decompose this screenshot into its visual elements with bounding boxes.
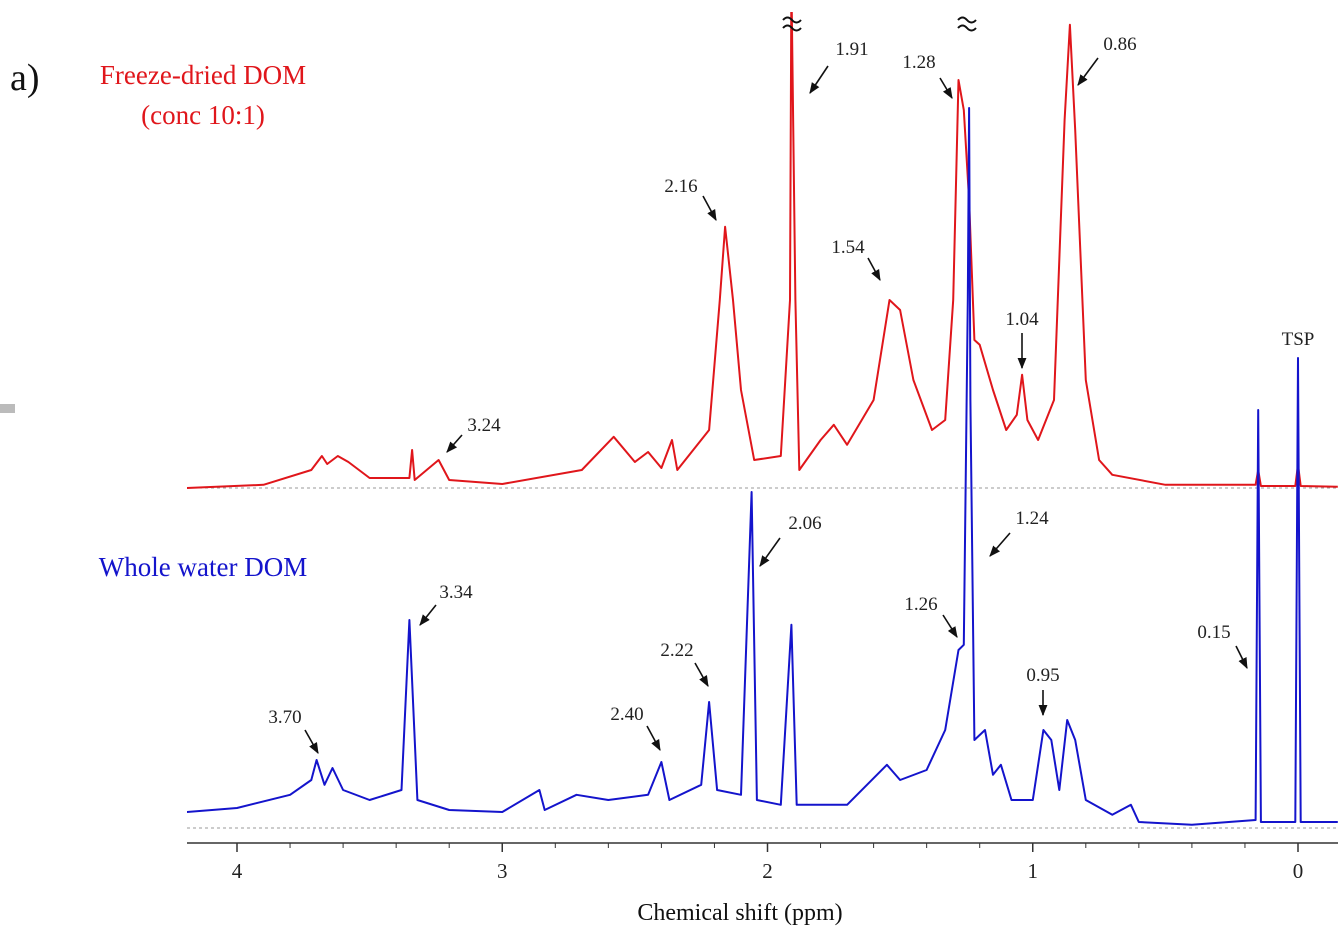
- annotation-arrow: [809, 65, 829, 94]
- break-marks: [782, 16, 977, 32]
- annotation: 0.95: [1026, 665, 1059, 686]
- annotation: 0.15: [1197, 622, 1230, 643]
- annotation: 1.28: [902, 52, 935, 73]
- series-label: Freeze-dried DOM: [100, 60, 306, 90]
- annotation: 0.86: [1103, 34, 1136, 55]
- x-axis-label: Chemical shift (ppm): [637, 900, 842, 926]
- x-tick-label: 3: [497, 859, 508, 883]
- plot-area: [187, 12, 1338, 826]
- annotation: 1.04: [1005, 309, 1039, 330]
- annotation: TSP: [1282, 329, 1315, 350]
- annotation-arrow: [694, 662, 709, 687]
- annotation-arrow: [419, 604, 437, 626]
- annotation: 3.70: [268, 707, 301, 728]
- annotation: 3.24: [467, 415, 501, 436]
- series-label: Whole water DOM: [99, 552, 307, 582]
- x-tick-label: 1: [1028, 859, 1039, 883]
- annotation-arrow: [1077, 57, 1099, 86]
- annotation-arrow: [989, 532, 1011, 557]
- annotation: 3.34: [439, 582, 473, 603]
- annotation-arrow: [867, 257, 881, 281]
- annotation-arrow: [942, 614, 958, 638]
- x-tick-label: 0: [1293, 859, 1304, 883]
- annotation-arrow: [446, 434, 463, 453]
- annotation: 1.24: [1015, 508, 1049, 529]
- annotation: 1.54: [831, 237, 865, 258]
- spectrum-line: [187, 12, 1338, 489]
- annotation-arrow: [304, 729, 319, 754]
- axis-break: [782, 16, 802, 32]
- x-tick-label: 4: [232, 859, 243, 883]
- annotation: 2.22: [660, 640, 693, 661]
- annotation: 1.26: [904, 594, 937, 615]
- annotation-arrow: [646, 725, 661, 751]
- series-note: (conc 10:1): [141, 100, 265, 130]
- edge-artifact: [0, 404, 15, 413]
- annotation-arrow: [759, 537, 781, 567]
- annotation: 1.91: [835, 39, 868, 60]
- annotation: 2.06: [788, 513, 821, 534]
- annotation-arrow: [1235, 645, 1248, 670]
- annotation-arrow: [702, 195, 717, 221]
- spectrum-line: [187, 107, 1338, 826]
- panel-label: a): [10, 57, 40, 99]
- annotation-arrow: [939, 77, 953, 99]
- annotation: 2.16: [664, 176, 697, 197]
- annotation: 2.40: [610, 704, 643, 725]
- x-tick-label: 2: [762, 859, 773, 883]
- axis-break: [957, 16, 977, 32]
